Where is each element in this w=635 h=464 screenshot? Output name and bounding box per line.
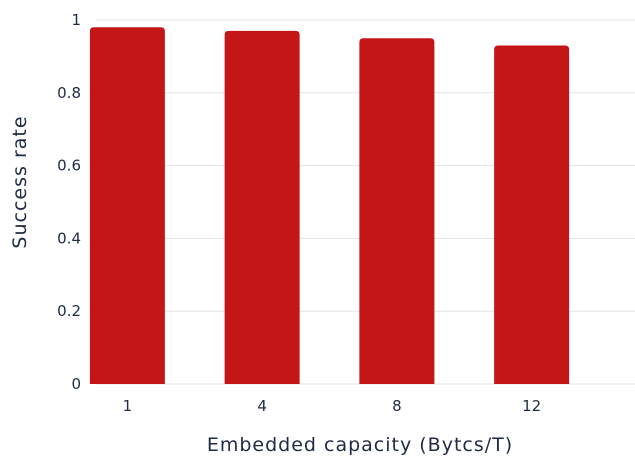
y-tick-label: 0.8 — [57, 84, 81, 102]
bar-8 — [359, 38, 435, 384]
bar-12 — [494, 45, 570, 384]
x-tick-label: 12 — [522, 397, 541, 415]
bar-4 — [224, 30, 300, 384]
y-axis-ticks: 0 0.2 0.4 0.6 0.8 1 — [57, 11, 81, 393]
x-tick-label: 4 — [257, 397, 267, 415]
y-tick-label: 0.2 — [57, 302, 81, 320]
y-tick-label: 1 — [71, 11, 81, 29]
bar-1 — [89, 27, 165, 385]
x-tick-label: 1 — [123, 397, 133, 415]
x-axis-title: Embedded capacity (Bytcs/T) — [207, 434, 513, 456]
bars — [89, 27, 570, 385]
x-tick-label: 8 — [392, 397, 402, 415]
x-axis-ticks: 1 4 8 12 — [123, 397, 542, 415]
y-tick-label: 0.4 — [57, 229, 81, 247]
y-tick-label: 0 — [71, 375, 81, 393]
y-tick-label: 0.6 — [57, 157, 81, 175]
y-axis-title: Success rate — [9, 115, 31, 248]
